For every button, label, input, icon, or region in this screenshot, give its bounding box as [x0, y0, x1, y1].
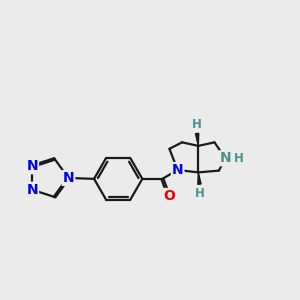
Polygon shape — [198, 172, 201, 184]
Polygon shape — [196, 134, 199, 146]
Text: N: N — [172, 163, 184, 177]
Text: O: O — [163, 189, 175, 203]
Text: H: H — [192, 118, 202, 131]
Text: N: N — [26, 159, 38, 173]
Text: H: H — [234, 152, 244, 165]
Text: N: N — [26, 183, 38, 197]
Text: H: H — [194, 187, 204, 200]
Text: N: N — [63, 171, 74, 185]
Text: N: N — [220, 151, 231, 165]
